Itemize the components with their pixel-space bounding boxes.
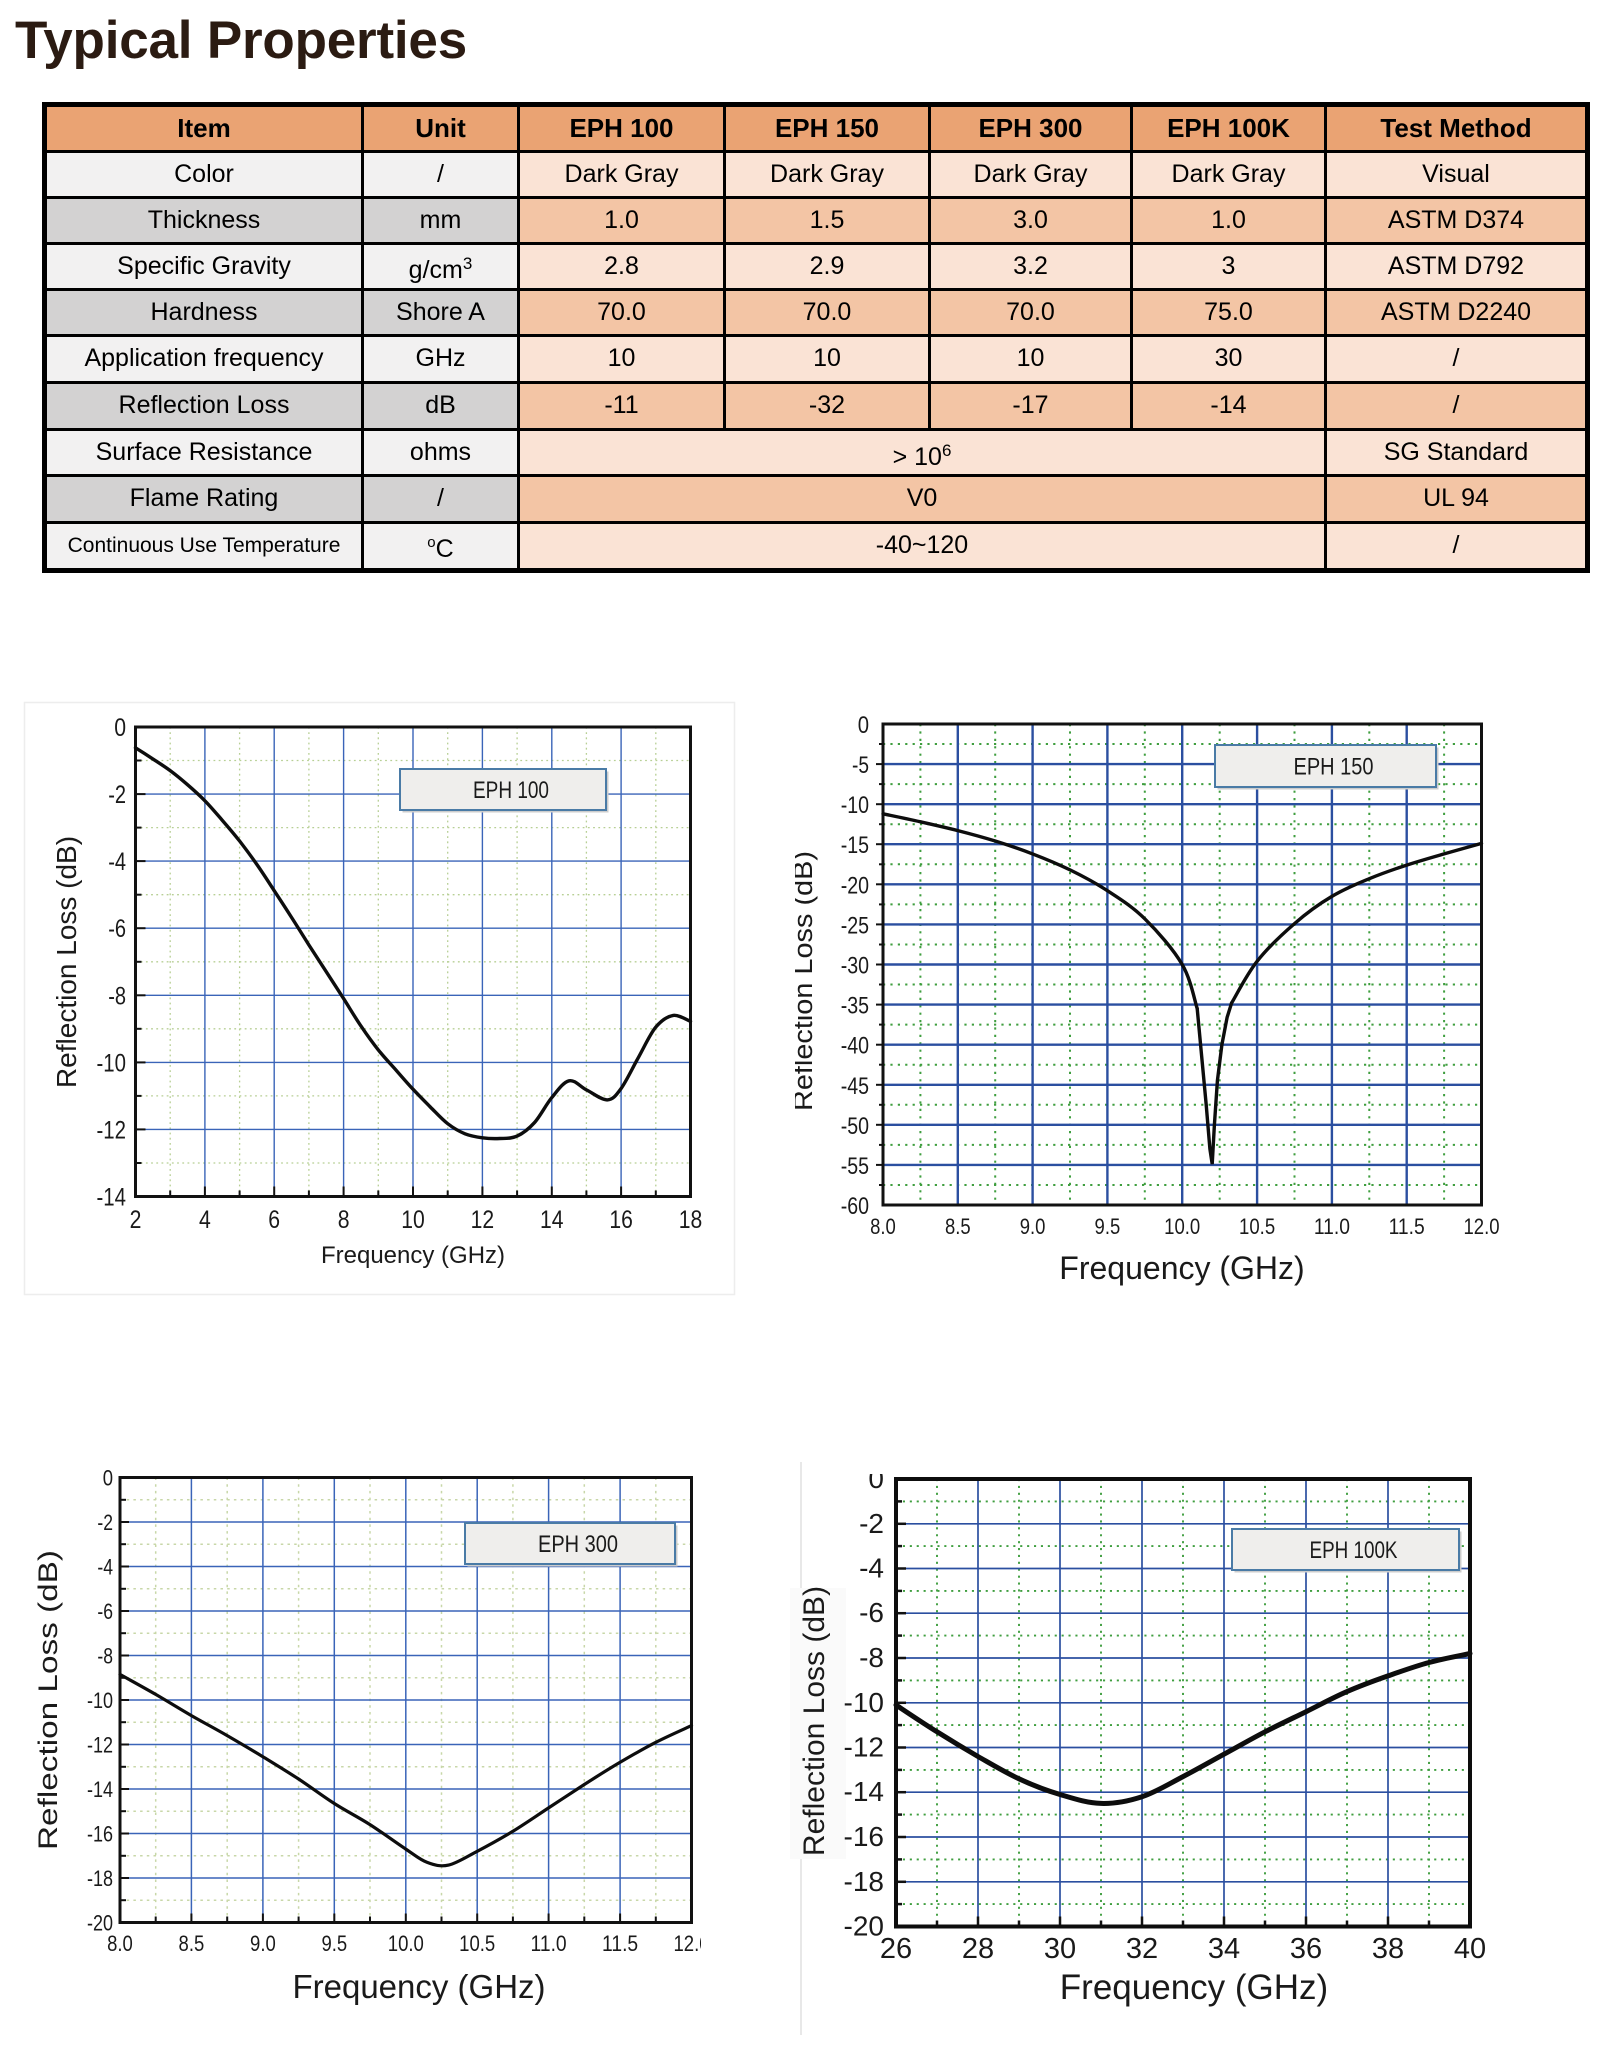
svg-text:EPH 300: EPH 300 bbox=[538, 1531, 618, 1558]
svg-text:-14: -14 bbox=[87, 1777, 113, 1802]
svg-text:10: 10 bbox=[401, 1206, 425, 1234]
svg-text:32: 32 bbox=[1126, 1933, 1158, 1965]
svg-text:12.0: 12.0 bbox=[1463, 1214, 1499, 1239]
svg-text:16: 16 bbox=[609, 1206, 633, 1234]
svg-text:Reflection Loss (dB): Reflection Loss (dB) bbox=[795, 851, 818, 1111]
svg-text:Frequency (GHz): Frequency (GHz) bbox=[321, 1242, 505, 1269]
svg-text:9.0: 9.0 bbox=[250, 1931, 276, 1956]
svg-text:-8: -8 bbox=[97, 1644, 113, 1669]
svg-text:-6: -6 bbox=[859, 1597, 884, 1628]
svg-text:-45: -45 bbox=[841, 1073, 869, 1100]
svg-text:8: 8 bbox=[338, 1206, 350, 1234]
svg-text:9.0: 9.0 bbox=[1020, 1214, 1046, 1239]
svg-text:Reflection Loss (dB): Reflection Loss (dB) bbox=[798, 1586, 831, 1856]
svg-text:-2: -2 bbox=[859, 1508, 884, 1539]
svg-text:EPH 150: EPH 150 bbox=[1294, 754, 1374, 781]
svg-text:Frequency (GHz): Frequency (GHz) bbox=[1060, 1968, 1328, 2007]
svg-text:10.0: 10.0 bbox=[388, 1931, 424, 1956]
svg-text:-14: -14 bbox=[844, 1776, 884, 1807]
svg-text:30: 30 bbox=[1044, 1933, 1076, 1965]
svg-text:34: 34 bbox=[1208, 1933, 1240, 1965]
svg-text:4: 4 bbox=[199, 1206, 211, 1234]
svg-text:-12: -12 bbox=[97, 1116, 127, 1144]
svg-text:0: 0 bbox=[114, 714, 126, 742]
svg-text:9.5: 9.5 bbox=[321, 1931, 347, 1956]
svg-text:10.0: 10.0 bbox=[1164, 1214, 1200, 1239]
svg-text:-4: -4 bbox=[108, 848, 126, 876]
svg-text:Frequency (GHz): Frequency (GHz) bbox=[1059, 1250, 1304, 1286]
svg-text:11.5: 11.5 bbox=[602, 1931, 638, 1956]
svg-text:-18: -18 bbox=[87, 1866, 113, 1891]
svg-text:40: 40 bbox=[1454, 1933, 1486, 1965]
svg-text:Reflection Loss (dB): Reflection Loss (dB) bbox=[51, 836, 82, 1088]
svg-text:38: 38 bbox=[1372, 1933, 1404, 1965]
svg-text:-2: -2 bbox=[108, 781, 126, 809]
svg-text:-15: -15 bbox=[841, 832, 869, 859]
svg-text:-2: -2 bbox=[97, 1510, 113, 1535]
svg-text:11.0: 11.0 bbox=[1314, 1214, 1350, 1239]
svg-text:-60: -60 bbox=[841, 1193, 869, 1220]
svg-text:-6: -6 bbox=[108, 915, 126, 943]
svg-text:14: 14 bbox=[540, 1206, 564, 1234]
svg-text:10.5: 10.5 bbox=[1239, 1214, 1275, 1239]
svg-text:-18: -18 bbox=[844, 1866, 884, 1897]
svg-text:-10: -10 bbox=[844, 1687, 884, 1718]
svg-text:-35: -35 bbox=[841, 993, 869, 1020]
svg-text:-20: -20 bbox=[844, 1911, 884, 1942]
svg-text:-25: -25 bbox=[841, 912, 869, 939]
svg-text:Frequency (GHz): Frequency (GHz) bbox=[292, 1968, 545, 2005]
svg-text:-14: -14 bbox=[97, 1184, 127, 1212]
svg-text:Reflection Loss (dB): Reflection Loss (dB) bbox=[33, 1550, 63, 1850]
svg-text:0: 0 bbox=[103, 1466, 113, 1491]
svg-text:EPH 100K: EPH 100K bbox=[1310, 1537, 1398, 1564]
svg-text:-40: -40 bbox=[841, 1033, 869, 1060]
svg-text:28: 28 bbox=[962, 1933, 994, 1965]
svg-text:-20: -20 bbox=[87, 1911, 113, 1936]
svg-text:-16: -16 bbox=[87, 1822, 113, 1847]
svg-text:-5: -5 bbox=[852, 752, 869, 779]
svg-text:-12: -12 bbox=[844, 1732, 884, 1763]
svg-text:18: 18 bbox=[679, 1206, 703, 1234]
svg-text:-20: -20 bbox=[841, 872, 869, 899]
svg-text:-10: -10 bbox=[87, 1688, 113, 1713]
svg-text:0: 0 bbox=[858, 712, 869, 739]
svg-text:-55: -55 bbox=[841, 1153, 869, 1180]
svg-text:-10: -10 bbox=[841, 792, 869, 819]
svg-text:-4: -4 bbox=[859, 1553, 884, 1584]
svg-text:11.5: 11.5 bbox=[1389, 1214, 1425, 1239]
svg-text:6: 6 bbox=[268, 1206, 280, 1234]
svg-text:8.5: 8.5 bbox=[179, 1931, 205, 1956]
svg-text:11.0: 11.0 bbox=[531, 1931, 567, 1956]
svg-text:9.5: 9.5 bbox=[1095, 1214, 1121, 1239]
svg-text:36: 36 bbox=[1290, 1933, 1322, 1965]
svg-text:-6: -6 bbox=[97, 1599, 113, 1624]
svg-text:EPH 100: EPH 100 bbox=[473, 777, 549, 804]
svg-text:12: 12 bbox=[471, 1206, 495, 1234]
svg-text:2: 2 bbox=[130, 1206, 142, 1234]
svg-text:8.0: 8.0 bbox=[107, 1931, 133, 1956]
svg-text:-8: -8 bbox=[108, 982, 126, 1010]
svg-text:-12: -12 bbox=[87, 1733, 113, 1758]
svg-text:8.5: 8.5 bbox=[945, 1214, 971, 1239]
svg-text:10.5: 10.5 bbox=[459, 1931, 495, 1956]
svg-text:-30: -30 bbox=[841, 953, 869, 980]
svg-text:-16: -16 bbox=[844, 1821, 884, 1852]
svg-text:8.0: 8.0 bbox=[870, 1214, 896, 1239]
svg-text:-8: -8 bbox=[859, 1642, 884, 1673]
svg-text:-50: -50 bbox=[841, 1113, 869, 1140]
svg-text:12.0: 12.0 bbox=[673, 1931, 701, 1956]
svg-text:-4: -4 bbox=[97, 1555, 113, 1580]
svg-text:-10: -10 bbox=[97, 1049, 127, 1077]
svg-text:26: 26 bbox=[880, 1933, 912, 1965]
